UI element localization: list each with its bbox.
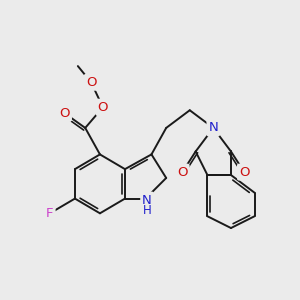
- Text: O: O: [86, 76, 96, 89]
- Text: N: N: [142, 194, 152, 207]
- Text: O: O: [98, 101, 108, 114]
- Text: F: F: [46, 207, 54, 220]
- Text: O: O: [98, 101, 108, 114]
- Text: O: O: [59, 107, 70, 120]
- Text: H: H: [143, 205, 152, 218]
- Text: O: O: [59, 107, 70, 120]
- Text: O: O: [239, 166, 250, 178]
- Text: O: O: [177, 166, 188, 178]
- Text: N: N: [208, 122, 218, 134]
